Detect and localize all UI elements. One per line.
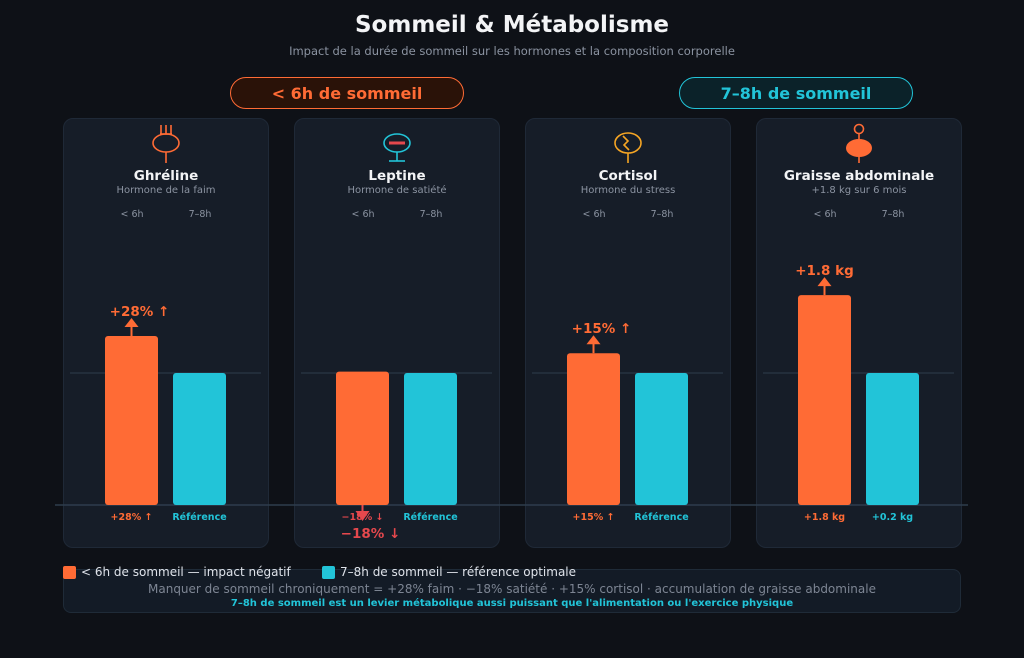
col-label-short: < 6h bbox=[120, 209, 144, 220]
summary-text: Manquer de sommeil chroniquement = +28% … bbox=[148, 582, 876, 596]
cta-text: 7–8h de sommeil est un levier métaboliqu… bbox=[230, 598, 794, 609]
fat-belly-icon bbox=[846, 123, 872, 163]
pill-short-sleep: < 6h de sommeil bbox=[230, 77, 464, 109]
legend-label-short: < 6h de sommeil — impact négatif bbox=[81, 565, 291, 579]
legend-item-optimal: 7–8h de sommeil — référence optimale bbox=[322, 565, 576, 579]
panel-subtitle: Hormone du stress bbox=[580, 185, 676, 196]
col-label-short: < 6h bbox=[351, 209, 375, 220]
panel-subtitle: Hormone de satiété bbox=[347, 185, 447, 196]
panel-subtitle: Hormone de la faim bbox=[116, 185, 216, 196]
panel-title: Graisse abdominale bbox=[783, 168, 935, 184]
stress-bolt-icon bbox=[614, 132, 642, 163]
page-title: Sommeil & Métabolisme bbox=[354, 12, 670, 38]
panel-title: Cortisol bbox=[598, 168, 658, 184]
legend-swatch-short bbox=[63, 565, 76, 579]
panel-title: Ghréline bbox=[133, 168, 199, 184]
pill-optimal-sleep: 7–8h de sommeil bbox=[679, 77, 913, 109]
panel-leptine: Leptine Hormone de satiété < 6h 7–8h bbox=[294, 118, 500, 548]
summary-box bbox=[63, 569, 961, 613]
legend-label-optimal: 7–8h de sommeil — référence optimale bbox=[340, 565, 577, 579]
col-label-optimal: 7–8h bbox=[188, 209, 212, 220]
panel-ghreline: Ghréline Hormone de la faim < 6h 7–8h bbox=[63, 118, 269, 548]
col-label-optimal: 7–8h bbox=[881, 209, 905, 220]
page-subtitle: Impact de la durée de sommeil sur les ho… bbox=[289, 44, 735, 58]
panel-cortisol: Cortisol Hormone du stress < 6h 7–8h bbox=[525, 118, 731, 548]
stomach-fork-icon bbox=[152, 125, 180, 163]
panel-graisse: Graisse abdominale +1.8 kg sur 6 mois < … bbox=[756, 118, 962, 548]
col-label-short: < 6h bbox=[813, 209, 837, 220]
panel-title: Leptine bbox=[368, 168, 426, 184]
legend-swatch-optimal bbox=[322, 565, 335, 579]
col-label-optimal: 7–8h bbox=[419, 209, 443, 220]
col-label-short: < 6h bbox=[582, 209, 606, 220]
legend-item-short: < 6h de sommeil — impact négatif bbox=[63, 565, 291, 579]
satiety-minus-icon bbox=[383, 133, 411, 162]
col-label-optimal: 7–8h bbox=[650, 209, 674, 220]
panel-subtitle: +1.8 kg sur 6 mois bbox=[811, 185, 907, 196]
